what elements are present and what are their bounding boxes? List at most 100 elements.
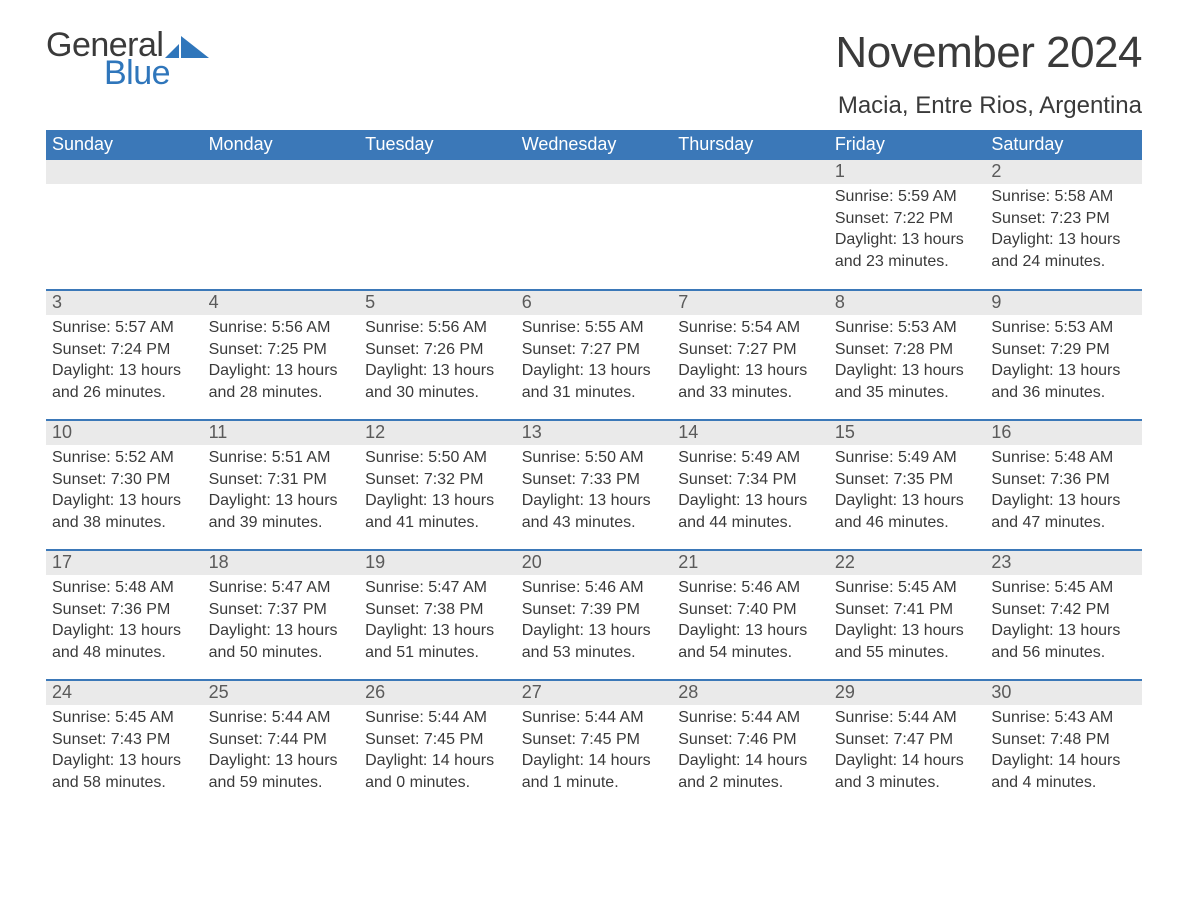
sunrise-line: Sunrise: 5:56 AM <box>365 317 510 339</box>
sunrise-line: Sunrise: 5:44 AM <box>835 707 980 729</box>
sunset-line: Sunset: 7:30 PM <box>52 469 197 491</box>
daylight-line: Daylight: 13 hours and 35 minutes. <box>835 360 980 403</box>
day-number: 18 <box>203 551 360 575</box>
day-header: Sunday <box>46 130 203 160</box>
sunset-line: Sunset: 7:28 PM <box>835 339 980 361</box>
sunrise-line: Sunrise: 5:52 AM <box>52 447 197 469</box>
daylight-line: Daylight: 14 hours and 3 minutes. <box>835 750 980 793</box>
calendar-day-cell: 14Sunrise: 5:49 AMSunset: 7:34 PMDayligh… <box>672 420 829 550</box>
sunrise-line: Sunrise: 5:49 AM <box>678 447 823 469</box>
sunrise-line: Sunrise: 5:45 AM <box>835 577 980 599</box>
day-body: Sunrise: 5:45 AMSunset: 7:41 PMDaylight:… <box>829 575 986 663</box>
calendar-week-row: 10Sunrise: 5:52 AMSunset: 7:30 PMDayligh… <box>46 420 1142 550</box>
calendar-day-cell <box>516 160 673 290</box>
calendar-day-cell: 8Sunrise: 5:53 AMSunset: 7:28 PMDaylight… <box>829 290 986 420</box>
sunset-line: Sunset: 7:24 PM <box>52 339 197 361</box>
header: General Blue November 2024 Macia, Entre … <box>46 28 1142 120</box>
day-body: Sunrise: 5:59 AMSunset: 7:22 PMDaylight:… <box>829 184 986 272</box>
day-number: 12 <box>359 421 516 445</box>
day-number: 28 <box>672 681 829 705</box>
sunrise-line: Sunrise: 5:56 AM <box>209 317 354 339</box>
calendar-week-row: 3Sunrise: 5:57 AMSunset: 7:24 PMDaylight… <box>46 290 1142 420</box>
calendar-day-cell: 3Sunrise: 5:57 AMSunset: 7:24 PMDaylight… <box>46 290 203 420</box>
daylight-line: Daylight: 13 hours and 46 minutes. <box>835 490 980 533</box>
sunrise-line: Sunrise: 5:45 AM <box>52 707 197 729</box>
day-body: Sunrise: 5:53 AMSunset: 7:28 PMDaylight:… <box>829 315 986 403</box>
sunrise-line: Sunrise: 5:51 AM <box>209 447 354 469</box>
calendar-day-cell <box>203 160 360 290</box>
calendar-day-cell: 27Sunrise: 5:44 AMSunset: 7:45 PMDayligh… <box>516 680 673 810</box>
daylight-line: Daylight: 13 hours and 47 minutes. <box>991 490 1136 533</box>
day-number: 25 <box>203 681 360 705</box>
day-number <box>359 160 516 184</box>
sunset-line: Sunset: 7:45 PM <box>365 729 510 751</box>
sunset-line: Sunset: 7:47 PM <box>835 729 980 751</box>
day-body: Sunrise: 5:49 AMSunset: 7:34 PMDaylight:… <box>672 445 829 533</box>
sunset-line: Sunset: 7:27 PM <box>678 339 823 361</box>
sunset-line: Sunset: 7:48 PM <box>991 729 1136 751</box>
daylight-line: Daylight: 13 hours and 36 minutes. <box>991 360 1136 403</box>
sunset-line: Sunset: 7:31 PM <box>209 469 354 491</box>
daylight-line: Daylight: 13 hours and 41 minutes. <box>365 490 510 533</box>
calendar-day-cell: 5Sunrise: 5:56 AMSunset: 7:26 PMDaylight… <box>359 290 516 420</box>
daylight-line: Daylight: 13 hours and 33 minutes. <box>678 360 823 403</box>
day-body: Sunrise: 5:58 AMSunset: 7:23 PMDaylight:… <box>985 184 1142 272</box>
calendar-day-cell: 23Sunrise: 5:45 AMSunset: 7:42 PMDayligh… <box>985 550 1142 680</box>
sunrise-line: Sunrise: 5:44 AM <box>209 707 354 729</box>
daylight-line: Daylight: 13 hours and 39 minutes. <box>209 490 354 533</box>
calendar-day-cell <box>46 160 203 290</box>
sunrise-line: Sunrise: 5:45 AM <box>991 577 1136 599</box>
sunset-line: Sunset: 7:38 PM <box>365 599 510 621</box>
day-body: Sunrise: 5:46 AMSunset: 7:39 PMDaylight:… <box>516 575 673 663</box>
daylight-line: Daylight: 13 hours and 56 minutes. <box>991 620 1136 663</box>
calendar-day-cell: 16Sunrise: 5:48 AMSunset: 7:36 PMDayligh… <box>985 420 1142 550</box>
day-number: 19 <box>359 551 516 575</box>
daylight-line: Daylight: 13 hours and 24 minutes. <box>991 229 1136 272</box>
sunset-line: Sunset: 7:46 PM <box>678 729 823 751</box>
day-number: 5 <box>359 291 516 315</box>
day-header-row: Sunday Monday Tuesday Wednesday Thursday… <box>46 130 1142 160</box>
calendar-day-cell: 17Sunrise: 5:48 AMSunset: 7:36 PMDayligh… <box>46 550 203 680</box>
calendar-day-cell: 21Sunrise: 5:46 AMSunset: 7:40 PMDayligh… <box>672 550 829 680</box>
day-body: Sunrise: 5:53 AMSunset: 7:29 PMDaylight:… <box>985 315 1142 403</box>
day-body: Sunrise: 5:54 AMSunset: 7:27 PMDaylight:… <box>672 315 829 403</box>
calendar-day-cell: 24Sunrise: 5:45 AMSunset: 7:43 PMDayligh… <box>46 680 203 810</box>
day-number: 26 <box>359 681 516 705</box>
daylight-line: Daylight: 13 hours and 48 minutes. <box>52 620 197 663</box>
sunset-line: Sunset: 7:36 PM <box>52 599 197 621</box>
calendar-day-cell: 25Sunrise: 5:44 AMSunset: 7:44 PMDayligh… <box>203 680 360 810</box>
day-number: 16 <box>985 421 1142 445</box>
sunset-line: Sunset: 7:39 PM <box>522 599 667 621</box>
sunset-line: Sunset: 7:33 PM <box>522 469 667 491</box>
daylight-line: Daylight: 14 hours and 0 minutes. <box>365 750 510 793</box>
sunrise-line: Sunrise: 5:59 AM <box>835 186 980 208</box>
daylight-line: Daylight: 14 hours and 4 minutes. <box>991 750 1136 793</box>
sunrise-line: Sunrise: 5:46 AM <box>522 577 667 599</box>
daylight-line: Daylight: 13 hours and 53 minutes. <box>522 620 667 663</box>
daylight-line: Daylight: 14 hours and 2 minutes. <box>678 750 823 793</box>
day-header: Monday <box>203 130 360 160</box>
daylight-line: Daylight: 13 hours and 28 minutes. <box>209 360 354 403</box>
day-number: 23 <box>985 551 1142 575</box>
day-number: 27 <box>516 681 673 705</box>
day-body: Sunrise: 5:47 AMSunset: 7:38 PMDaylight:… <box>359 575 516 663</box>
day-body: Sunrise: 5:50 AMSunset: 7:33 PMDaylight:… <box>516 445 673 533</box>
day-number: 3 <box>46 291 203 315</box>
day-body: Sunrise: 5:46 AMSunset: 7:40 PMDaylight:… <box>672 575 829 663</box>
calendar-day-cell: 28Sunrise: 5:44 AMSunset: 7:46 PMDayligh… <box>672 680 829 810</box>
sunrise-line: Sunrise: 5:47 AM <box>365 577 510 599</box>
sunrise-line: Sunrise: 5:44 AM <box>522 707 667 729</box>
sunset-line: Sunset: 7:32 PM <box>365 469 510 491</box>
sunrise-line: Sunrise: 5:44 AM <box>678 707 823 729</box>
sunrise-line: Sunrise: 5:47 AM <box>209 577 354 599</box>
sunset-line: Sunset: 7:36 PM <box>991 469 1136 491</box>
day-body: Sunrise: 5:51 AMSunset: 7:31 PMDaylight:… <box>203 445 360 533</box>
calendar-table: Sunday Monday Tuesday Wednesday Thursday… <box>46 130 1142 810</box>
day-body: Sunrise: 5:56 AMSunset: 7:25 PMDaylight:… <box>203 315 360 403</box>
day-number: 20 <box>516 551 673 575</box>
day-body: Sunrise: 5:44 AMSunset: 7:45 PMDaylight:… <box>359 705 516 793</box>
day-body: Sunrise: 5:44 AMSunset: 7:47 PMDaylight:… <box>829 705 986 793</box>
day-body: Sunrise: 5:43 AMSunset: 7:48 PMDaylight:… <box>985 705 1142 793</box>
calendar-day-cell <box>359 160 516 290</box>
day-number: 11 <box>203 421 360 445</box>
